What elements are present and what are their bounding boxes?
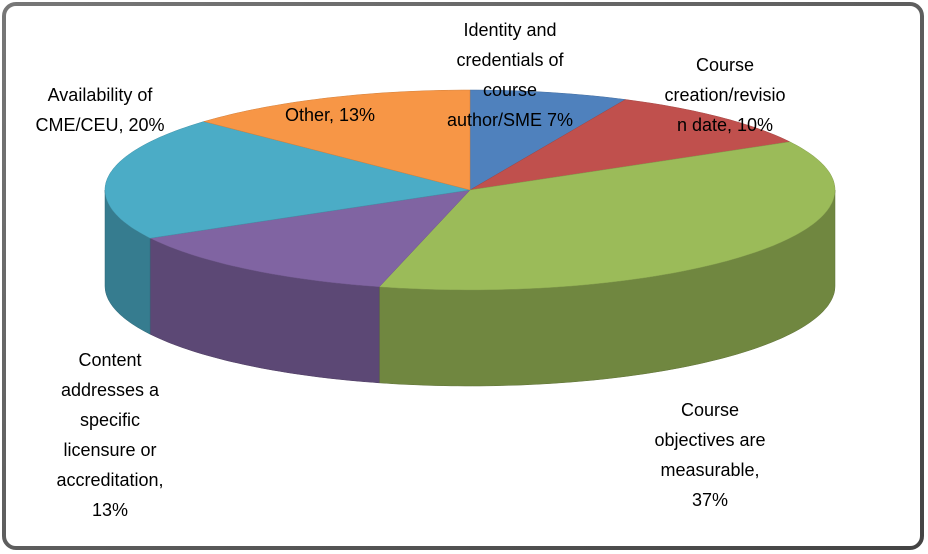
data-label: Availability of CME/CEU, 20% [35, 85, 165, 135]
slice [149, 189, 471, 288]
slice [202, 89, 471, 191]
slice [469, 99, 791, 191]
pie-tops [104, 89, 836, 291]
slice [469, 89, 627, 191]
data-label: Course objectives are measurable, 37% [654, 400, 766, 510]
slice [104, 121, 471, 239]
data-label: Identity and credentials of course autho… [446, 20, 574, 130]
data-label: Content addresses a specific licensure o… [56, 350, 164, 520]
data-label: Course creation/revision date, 10% [664, 55, 786, 135]
slice [378, 141, 836, 291]
pie-sides [104, 189, 836, 387]
data-label: Other, 13% [284, 105, 376, 125]
